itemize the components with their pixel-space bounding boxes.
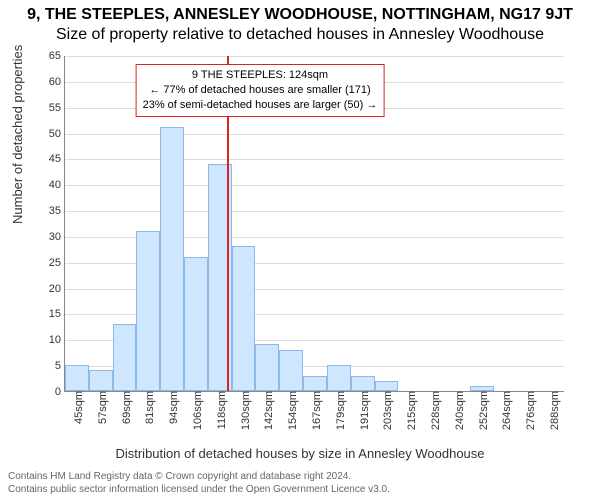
footer-line: Contains HM Land Registry data © Crown c… xyxy=(8,471,592,484)
page-title: 9, THE STEEPLES, ANNESLEY WOODHOUSE, NOT… xyxy=(0,6,600,24)
histogram-bar xyxy=(351,376,375,392)
page-subtitle: Size of property relative to detached ho… xyxy=(0,26,600,44)
annotation-line: 9 THE STEEPLES: 124sqm xyxy=(143,68,378,83)
gridline xyxy=(65,185,564,186)
histogram-bar xyxy=(136,231,160,391)
gridline xyxy=(65,134,564,135)
x-tick-label: 142sqm xyxy=(263,391,275,430)
gridline xyxy=(65,56,564,57)
footer-attribution: Contains HM Land Registry data © Crown c… xyxy=(8,471,592,496)
histogram-plot: 05101520253035404550556065 9 THE STEEPLE… xyxy=(64,56,564,392)
y-tick-label: 65 xyxy=(49,50,61,62)
reference-annotation: 9 THE STEEPLES: 124sqm ← 77% of detached… xyxy=(136,64,385,117)
x-axis-label: Distribution of detached houses by size … xyxy=(0,446,600,461)
histogram-bar xyxy=(184,257,208,391)
x-tick-label: 94sqm xyxy=(168,391,180,424)
y-tick-label: 55 xyxy=(49,102,61,114)
y-tick-label: 10 xyxy=(49,334,61,346)
y-tick-label: 60 xyxy=(49,76,61,88)
x-tick-label: 154sqm xyxy=(287,391,299,430)
y-tick-label: 45 xyxy=(49,153,61,165)
x-tick-label: 252sqm xyxy=(478,391,490,430)
annotation-line: 23% of semi-detached houses are larger (… xyxy=(143,98,378,113)
x-tick-label: 130sqm xyxy=(240,391,252,430)
histogram-bar xyxy=(303,376,327,392)
x-tick-label: 240sqm xyxy=(454,391,466,430)
gridline xyxy=(65,211,564,212)
x-tick-label: 288sqm xyxy=(549,391,561,430)
x-tick-label: 57sqm xyxy=(97,391,109,424)
x-tick-label: 191sqm xyxy=(359,391,371,430)
y-tick-label: 50 xyxy=(49,128,61,140)
histogram-bar xyxy=(375,381,399,391)
histogram-bar xyxy=(232,246,256,391)
x-tick-label: 228sqm xyxy=(430,391,442,430)
y-tick-label: 40 xyxy=(49,179,61,191)
x-tick-label: 118sqm xyxy=(216,391,228,429)
y-tick-label: 0 xyxy=(55,386,61,398)
x-tick-label: 106sqm xyxy=(192,391,204,430)
x-tick-label: 179sqm xyxy=(335,391,347,430)
histogram-bar xyxy=(113,324,137,391)
y-tick-label: 20 xyxy=(49,283,61,295)
x-tick-label: 69sqm xyxy=(121,391,133,424)
y-tick-label: 30 xyxy=(49,231,61,243)
footer-line: Contains public sector information licen… xyxy=(8,484,592,497)
x-tick-label: 45sqm xyxy=(73,391,85,424)
y-tick-label: 25 xyxy=(49,257,61,269)
x-tick-label: 264sqm xyxy=(501,391,513,430)
x-tick-label: 215sqm xyxy=(406,391,418,430)
histogram-bar xyxy=(65,365,89,391)
y-tick-label: 5 xyxy=(55,360,61,372)
x-tick-label: 276sqm xyxy=(525,391,537,430)
x-tick-label: 167sqm xyxy=(311,391,323,430)
gridline xyxy=(65,159,564,160)
x-tick-label: 203sqm xyxy=(382,391,394,430)
histogram-bar xyxy=(327,365,351,391)
histogram-bar xyxy=(160,127,184,391)
y-tick-label: 35 xyxy=(49,205,61,217)
histogram-bar xyxy=(279,350,303,391)
histogram-bar xyxy=(89,370,113,391)
y-axis-label: Number of detached properties xyxy=(10,45,25,224)
x-tick-label: 81sqm xyxy=(144,391,156,424)
annotation-line: ← 77% of detached houses are smaller (17… xyxy=(143,83,378,98)
histogram-bar xyxy=(255,344,279,391)
y-tick-label: 15 xyxy=(49,308,61,320)
